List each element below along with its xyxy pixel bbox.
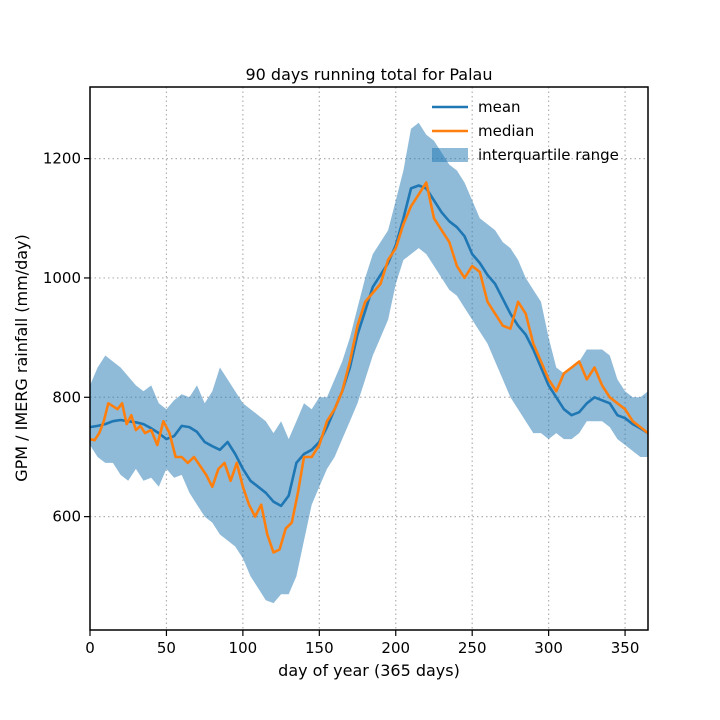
y-tick-label: 1000 [43,269,81,287]
x-tick-label: 300 [534,639,563,657]
x-tick-label: 50 [157,639,176,657]
interquartile-range-legend-swatch [432,148,468,162]
x-tick-label: 250 [458,639,487,657]
y-tick-label: 600 [52,508,81,526]
x-axis-label: day of year (365 days) [278,661,460,680]
median-legend-label: median [478,122,534,140]
x-tick-label: 100 [229,639,258,657]
median-series-line [89,181,649,554]
y-tick-label: 1200 [43,150,81,168]
plot-frame [89,86,649,631]
y-tick-label: 800 [52,388,81,406]
x-tick-label: 350 [611,639,640,657]
legend: mean median interquartile range [432,98,619,164]
interquartile-range-area [90,122,648,604]
x-tick-label: 0 [85,639,95,657]
y-axis-label: GPM / IMERG rainfall (mm/day) [12,234,31,482]
x-tick-label: 200 [381,639,410,657]
mean-legend-label: mean [478,98,521,116]
x-tick-label: 150 [305,639,334,657]
chart-title: 90 days running total for Palau [245,65,492,84]
interquartile-range-legend-label: interquartile range [478,146,619,164]
axes: 0 50 100 150 200 250 300 350 600 800 1000 1200 [43,86,649,657]
interquartile-band [90,122,648,604]
series-lines [89,181,649,554]
